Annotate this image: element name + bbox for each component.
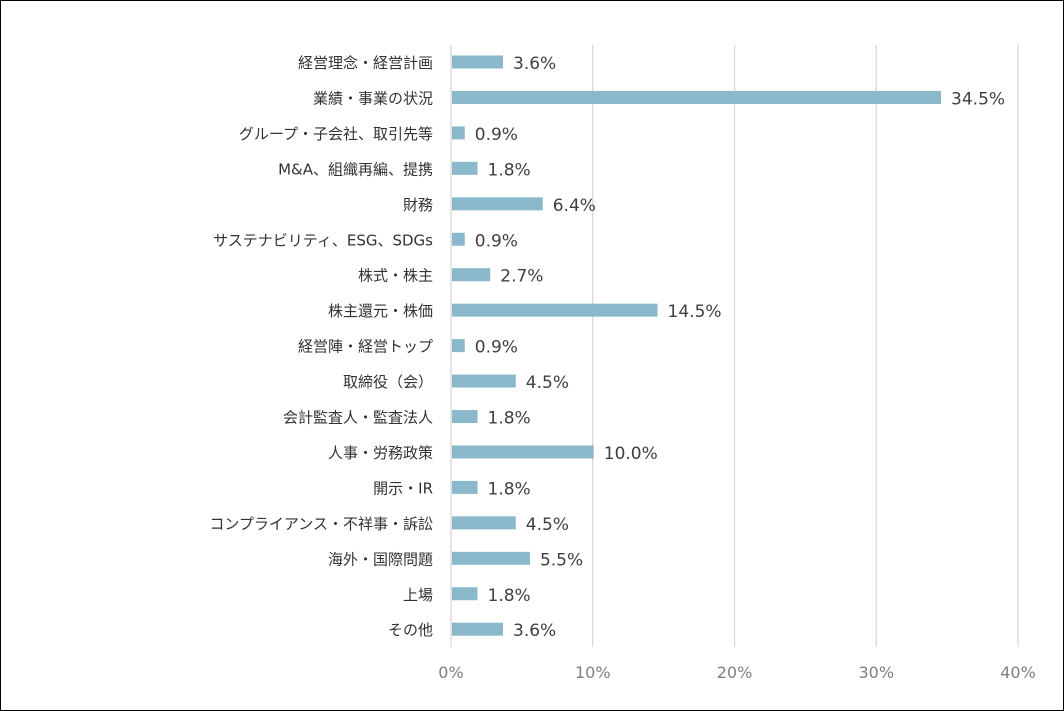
category-label: 海外・国際問題	[328, 550, 433, 568]
bar	[452, 374, 516, 388]
category-label: M&A、組織再編、提携	[278, 160, 433, 178]
category-label: 取締役（会）	[343, 373, 433, 391]
data-label: 14.5%	[668, 302, 722, 322]
bar	[452, 516, 516, 530]
category-label: 株式・株主	[358, 267, 433, 285]
x-tick-label: 10%	[575, 663, 611, 682]
category-label: グループ・子会社、取引先等	[239, 125, 433, 143]
data-label: 6.4%	[553, 196, 596, 216]
category-label: 業績・事業の状況	[313, 89, 433, 107]
bar	[452, 90, 942, 104]
data-label: 3.6%	[513, 54, 556, 74]
data-label: 0.9%	[475, 125, 518, 145]
bar	[452, 55, 504, 69]
data-label: 3.6%	[513, 621, 556, 641]
data-label: 10.0%	[604, 444, 658, 464]
bar	[452, 410, 478, 423]
data-label: 4.5%	[526, 515, 569, 535]
data-label: 1.8%	[488, 160, 531, 180]
category-label: 経営理念・経営計画	[298, 54, 433, 72]
category-label: 株主還元・株価	[328, 302, 433, 320]
category-label: その他	[388, 621, 433, 639]
x-tick-label: 30%	[858, 663, 894, 682]
bar	[452, 622, 504, 636]
x-tick-label: 0%	[438, 663, 463, 682]
data-label: 0.9%	[475, 231, 518, 251]
bar	[452, 161, 478, 175]
bar	[452, 126, 465, 140]
x-tick-label: 20%	[717, 663, 753, 682]
category-label: サステナビリティ、ESG、SDGs	[213, 231, 433, 249]
data-label: 1.8%	[488, 586, 531, 606]
data-label: 2.7%	[500, 267, 543, 287]
category-label: コンプライアンス・不祥事・訴訟	[209, 515, 433, 533]
bar	[452, 551, 530, 565]
bar	[452, 268, 491, 282]
category-label: 経営陣・経営トップ	[298, 338, 433, 356]
category-label: 会計監査人・監査法人	[283, 409, 433, 427]
category-label: 上場	[403, 586, 433, 604]
data-label: 1.8%	[488, 409, 531, 429]
x-tick-label: 40%	[1000, 663, 1036, 682]
data-label: 0.9%	[475, 338, 518, 358]
bar	[452, 339, 465, 353]
bar	[452, 197, 543, 211]
category-label: 財務	[403, 196, 433, 214]
bar	[452, 232, 465, 246]
category-label: 人事・労務政策	[328, 444, 433, 462]
bar	[452, 587, 478, 601]
category-label: 開示・IR	[373, 479, 433, 497]
data-label: 5.5%	[540, 550, 583, 570]
bar	[452, 445, 594, 459]
bar	[452, 303, 658, 317]
data-label: 34.5%	[951, 89, 1005, 109]
data-label: 1.8%	[488, 479, 531, 499]
bar	[452, 480, 478, 494]
data-label: 4.5%	[526, 373, 569, 393]
